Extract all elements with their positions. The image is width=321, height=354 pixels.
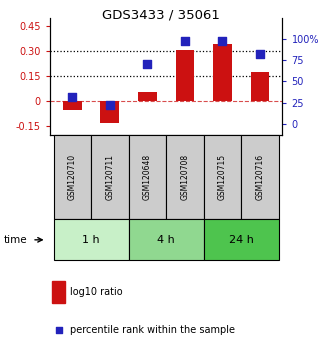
Bar xyxy=(91,135,129,219)
Text: GSM120715: GSM120715 xyxy=(218,154,227,200)
Bar xyxy=(166,135,204,219)
Text: GSM120710: GSM120710 xyxy=(68,154,77,200)
Text: log10 ratio: log10 ratio xyxy=(70,287,122,297)
Text: time: time xyxy=(3,235,27,245)
Text: GSM120711: GSM120711 xyxy=(105,154,114,200)
Bar xyxy=(54,219,129,260)
Bar xyxy=(251,72,269,101)
Bar xyxy=(54,135,91,219)
Text: GDS3433 / 35061: GDS3433 / 35061 xyxy=(101,9,220,22)
Bar xyxy=(138,92,157,101)
Bar xyxy=(204,219,279,260)
Text: GSM120648: GSM120648 xyxy=(143,154,152,200)
Point xyxy=(220,39,225,44)
Bar xyxy=(176,50,194,101)
Point xyxy=(56,327,61,333)
Text: percentile rank within the sample: percentile rank within the sample xyxy=(70,325,235,335)
Point xyxy=(107,102,112,108)
Text: GSM120716: GSM120716 xyxy=(256,154,265,200)
Point xyxy=(257,51,263,57)
Bar xyxy=(241,135,279,219)
Bar xyxy=(63,101,82,110)
Bar xyxy=(52,281,65,303)
Text: GSM120708: GSM120708 xyxy=(180,154,189,200)
Point xyxy=(182,39,187,44)
Bar xyxy=(204,135,241,219)
Text: 24 h: 24 h xyxy=(229,235,254,245)
Bar xyxy=(129,219,204,260)
Text: 1 h: 1 h xyxy=(82,235,100,245)
Point xyxy=(70,94,75,99)
Point xyxy=(145,62,150,67)
Text: 4 h: 4 h xyxy=(157,235,175,245)
Bar xyxy=(129,135,166,219)
Bar xyxy=(213,44,232,101)
Bar xyxy=(100,101,119,123)
